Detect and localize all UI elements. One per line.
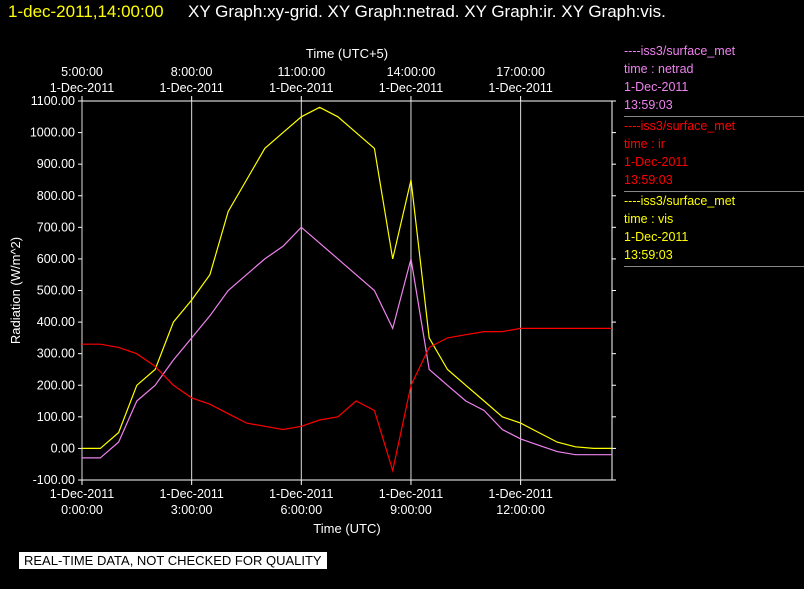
series-line-netrad bbox=[82, 226, 612, 459]
x-axis-label: Time (UTC) bbox=[313, 521, 380, 536]
legend-date: 1-Dec-2011 bbox=[624, 80, 689, 94]
legend-time: 13:59:03 bbox=[624, 248, 673, 262]
x-top-tick-date: 1-Dec-2011 bbox=[488, 81, 552, 95]
legend-date: 1-Dec-2011 bbox=[624, 155, 689, 169]
plot-frame bbox=[81, 100, 613, 481]
y-tick-label: 900.00 bbox=[37, 157, 75, 171]
x-top-axis-label: Time (UTC+5) bbox=[306, 46, 388, 61]
y-tick-label: 1000.00 bbox=[30, 126, 75, 140]
legend: ----iss3/surface_met time : netrad 1-Dec-2… bbox=[624, 42, 804, 267]
x-tick-date: 1-Dec-2011 bbox=[488, 487, 552, 501]
x-tick-time: 3:00:00 bbox=[171, 503, 213, 517]
legend-separator bbox=[624, 266, 804, 267]
y-tick-label: 700.00 bbox=[37, 220, 75, 234]
legend-time: 13:59:03 bbox=[624, 98, 673, 112]
y-tick-label: 300.00 bbox=[37, 347, 75, 361]
legend-var: time : ir bbox=[624, 137, 665, 151]
legend-line: ----iss3/surface_met bbox=[624, 44, 736, 58]
y-tick-label: 200.00 bbox=[37, 378, 75, 392]
legend-var: time : vis bbox=[624, 212, 674, 226]
x-tick-time: 9:00:00 bbox=[390, 503, 432, 517]
legend-line: ----iss3/surface_met bbox=[624, 119, 736, 133]
legend-separator bbox=[624, 116, 804, 117]
legend-time: 13:59:03 bbox=[624, 173, 673, 187]
y-tick-label: 100.00 bbox=[37, 410, 75, 424]
legend-line: ----iss3/surface_met bbox=[624, 194, 736, 208]
legend-date: 1-Dec-2011 bbox=[624, 230, 689, 244]
y-tick-label: 1100.00 bbox=[31, 94, 75, 108]
y-tick-label: 600.00 bbox=[37, 252, 75, 266]
x-tick-time: 0:00:00 bbox=[61, 503, 103, 517]
legend-separator bbox=[624, 191, 804, 192]
x-top-tick-date: 1-Dec-2011 bbox=[159, 81, 223, 95]
x-top-tick-time: 11:00:00 bbox=[277, 65, 325, 79]
series-line-ir bbox=[82, 327, 612, 473]
x-tick-date: 1-Dec-2011 bbox=[50, 487, 114, 501]
y-tick-label: -100.00 bbox=[33, 473, 75, 487]
graph-list-title: XY Graph:xy-grid. XY Graph:netrad. XY Gr… bbox=[188, 2, 666, 21]
y-tick-label: 800.00 bbox=[37, 189, 75, 203]
x-tick-time: 12:00:00 bbox=[496, 503, 545, 517]
x-tick-time: 6:00:00 bbox=[280, 503, 322, 517]
x-top-tick-date: 1-Dec-2011 bbox=[269, 81, 333, 95]
legend-var: time : netrad bbox=[624, 62, 694, 76]
x-top-tick-time: 8:00:00 bbox=[171, 65, 213, 79]
y-tick-label: 0.00 bbox=[51, 441, 75, 455]
x-top-tick-date: 1-Dec-2011 bbox=[379, 81, 443, 95]
x-tick-date: 1-Dec-2011 bbox=[269, 487, 333, 501]
x-top-tick-time: 17:00:00 bbox=[496, 65, 545, 79]
x-tick-date: 1-Dec-2011 bbox=[159, 487, 223, 501]
y-tick-label: 500.00 bbox=[37, 284, 75, 298]
y-tick-label: 400.00 bbox=[37, 315, 75, 329]
timestamp-title: 1-dec-2011,14:00:00 bbox=[8, 2, 164, 21]
y-axis-label: Radiation (W/m^2) bbox=[8, 237, 23, 344]
x-top-tick-date: 1-Dec-2011 bbox=[50, 81, 114, 95]
x-top-tick-time: 5:00:00 bbox=[61, 65, 103, 79]
x-tick-date: 1-Dec-2011 bbox=[379, 487, 443, 501]
series-line-vis bbox=[82, 106, 612, 449]
quality-notice: REAL-TIME DATA, NOT CHECKED FOR QUALITY bbox=[19, 552, 327, 569]
x-top-tick-time: 14:00:00 bbox=[387, 65, 436, 79]
